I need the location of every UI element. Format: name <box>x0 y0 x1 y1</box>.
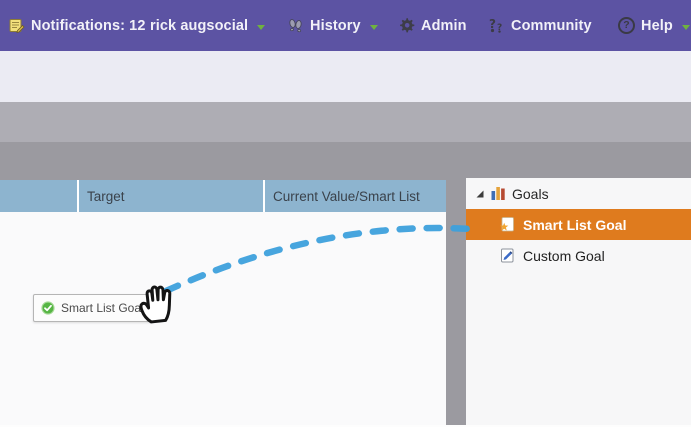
tree-expander-icon[interactable] <box>475 189 485 199</box>
memo-icon <box>9 19 25 34</box>
community-label: Community <box>511 17 592 34</box>
footprints-icon <box>289 19 302 33</box>
tree-node-custom-goal[interactable]: Custom Goal <box>466 240 691 271</box>
chevron-down-icon <box>681 24 690 30</box>
nav-community[interactable]: ? ? Community <box>488 0 592 51</box>
smart-list-goal-chip[interactable]: Smart List Goal <box>33 294 154 322</box>
goals-panel: Goals Smart List Goal Custom Goal <box>466 178 691 425</box>
top-nav-bar: Notifications: 12 rick augsocial History… <box>0 0 691 51</box>
grid-column-current-value[interactable]: Current Value/Smart List <box>263 180 446 212</box>
nav-admin[interactable]: Admin <box>398 0 467 51</box>
svg-text:?: ? <box>489 17 496 31</box>
tree-node-label: Goals <box>512 185 549 202</box>
help-label: Help <box>641 17 673 34</box>
chevron-down-icon <box>257 24 266 30</box>
bar-chart-icon <box>491 187 505 200</box>
chevron-down-icon <box>369 24 378 30</box>
document-star-icon <box>500 217 514 232</box>
document-pencil-icon <box>501 248 514 263</box>
green-check-icon <box>41 301 55 315</box>
nav-help-menu[interactable]: ? Help <box>618 0 690 51</box>
nav-user-menu[interactable]: rick augsocial <box>150 0 266 51</box>
tree-node-label: Smart List Goal <box>523 216 627 233</box>
toolbar-band-light <box>0 51 691 102</box>
toolbar-band-gray <box>0 102 691 142</box>
help-circle-icon: ? <box>618 17 635 34</box>
chip-label: Smart List Goal <box>61 301 144 315</box>
user-label: rick augsocial <box>150 17 249 34</box>
gear-icon <box>400 18 415 33</box>
bottom-edge <box>0 425 691 427</box>
notifications-label: Notifications: 12 <box>31 17 146 34</box>
question-people-icon: ? ? <box>489 17 502 33</box>
grid-header-row: Target Current Value/Smart List <box>0 180 446 212</box>
admin-label: Admin <box>421 17 467 34</box>
tree-node-goals[interactable]: Goals <box>466 178 691 209</box>
nav-notifications[interactable]: Notifications: 12 <box>8 0 146 51</box>
tree-node-smart-list-goal[interactable]: Smart List Goal <box>466 209 691 240</box>
tree-node-label: Custom Goal <box>523 247 605 264</box>
nav-history-menu[interactable]: History <box>287 0 378 51</box>
grid-column-blank <box>0 180 77 212</box>
history-label: History <box>310 17 361 34</box>
svg-text:?: ? <box>497 23 502 33</box>
grid-column-target[interactable]: Target <box>77 180 263 212</box>
